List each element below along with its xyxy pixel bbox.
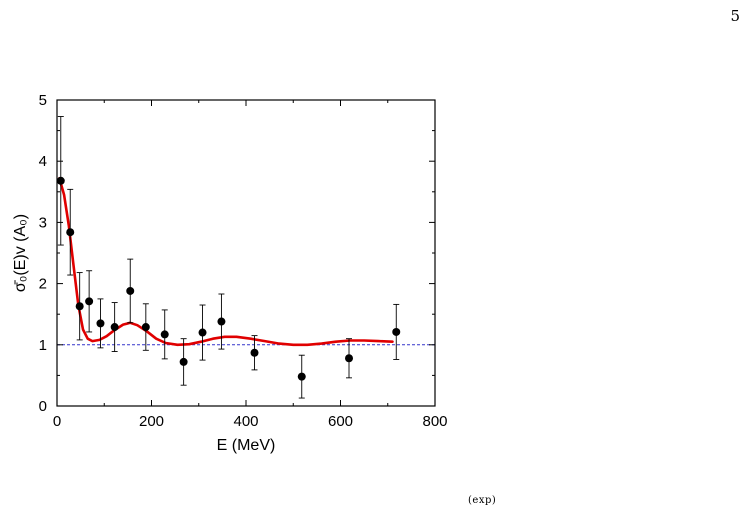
plot-frame (56, 99, 436, 407)
y-tick-label: 0 (39, 398, 47, 415)
data-point (85, 297, 94, 306)
data-point (160, 330, 169, 339)
data-point (75, 302, 84, 311)
data-point (179, 357, 188, 366)
y-axis-label: σ̄₀(E)v (A₀) (12, 214, 29, 292)
data-point (297, 372, 306, 381)
axes-layer (56, 99, 436, 407)
data-point (250, 348, 259, 357)
data-point (56, 176, 65, 185)
cut-off-text: (exp) (468, 495, 497, 506)
data-point (217, 317, 226, 326)
data-point (345, 354, 354, 363)
data-point (110, 323, 119, 332)
data-point (141, 323, 150, 332)
x-axis-label: E (MeV) (217, 437, 276, 454)
ticks-layer: 0 200 400 600 800 0 1 2 3 4 5 (39, 92, 448, 430)
x-tick-label: 600 (328, 413, 353, 430)
y-tick-label: 4 (39, 153, 47, 170)
y-tick-label: 5 (39, 92, 47, 109)
data-point (96, 319, 105, 328)
x-tick-label: 800 (422, 413, 447, 430)
fit-curve-layer (58, 177, 394, 347)
data-point (126, 286, 135, 295)
fit-curve (58, 177, 394, 347)
x-tick-label: 400 (233, 413, 258, 430)
x-tick-label: 200 (139, 413, 164, 430)
y-tick-label: 1 (39, 337, 47, 354)
y-tick-label: 2 (39, 276, 47, 293)
data-point (66, 228, 75, 237)
svg-text:σ̄₀(E)v (A₀): σ̄₀(E)v (A₀) (12, 214, 29, 292)
x-tick-label: 0 (53, 413, 61, 430)
data-point (198, 328, 207, 337)
data-point (392, 327, 401, 336)
y-tick-label: 3 (39, 214, 47, 231)
data-points-layer (56, 116, 401, 399)
page-number: 5 (730, 7, 740, 25)
